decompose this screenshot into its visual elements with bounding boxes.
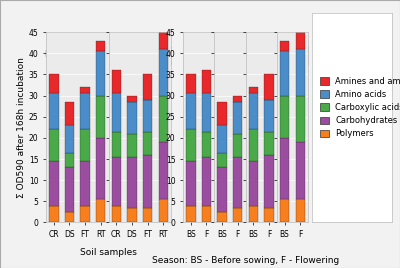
Bar <box>233 134 242 157</box>
Bar <box>186 129 196 161</box>
Text: RT: RT <box>287 50 298 59</box>
Bar <box>127 96 137 102</box>
Bar <box>80 206 90 222</box>
Bar <box>296 142 305 199</box>
Bar <box>96 199 105 222</box>
Bar <box>49 161 58 206</box>
Bar <box>65 125 74 153</box>
Bar <box>217 168 227 212</box>
Bar <box>49 75 58 94</box>
Bar <box>264 208 274 222</box>
Bar <box>96 41 105 51</box>
Text: CR: CR <box>192 50 205 59</box>
Bar <box>202 132 211 157</box>
Bar <box>280 138 289 199</box>
Y-axis label: Σ OD590 after 168h incubation: Σ OD590 after 168h incubation <box>17 57 26 198</box>
Bar <box>233 102 242 134</box>
Bar <box>49 94 58 129</box>
Bar <box>280 41 289 51</box>
Bar <box>143 75 152 100</box>
Bar <box>143 100 152 132</box>
Bar <box>249 87 258 94</box>
Bar <box>249 161 258 206</box>
Bar <box>264 100 274 132</box>
Bar <box>127 102 137 134</box>
Text: Season: BS - Before sowing, F - Flowering: Season: BS - Before sowing, F - Flowerin… <box>152 256 339 265</box>
Bar <box>49 206 58 222</box>
Bar <box>112 206 121 222</box>
Bar <box>233 96 242 102</box>
Bar <box>264 132 274 155</box>
Bar <box>127 208 137 222</box>
Bar <box>217 102 227 125</box>
Bar <box>296 32 305 49</box>
Bar <box>186 206 196 222</box>
Bar <box>80 94 90 129</box>
Bar <box>112 94 121 132</box>
Bar <box>186 75 196 94</box>
Bar <box>296 96 305 142</box>
Bar <box>186 161 196 206</box>
Bar <box>80 129 90 161</box>
Bar <box>249 206 258 222</box>
Text: DS: DS <box>224 50 236 59</box>
Text: Soil samples: Soil samples <box>80 248 137 257</box>
Bar <box>217 125 227 153</box>
Text: Flowering: Flowering <box>118 50 162 59</box>
Bar <box>158 32 168 49</box>
Bar <box>143 208 152 222</box>
Bar <box>280 199 289 222</box>
Bar <box>65 102 74 125</box>
Bar <box>112 132 121 157</box>
Bar <box>65 168 74 212</box>
Bar <box>280 51 289 96</box>
Bar <box>96 51 105 96</box>
Bar <box>80 161 90 206</box>
Bar <box>65 212 74 222</box>
Text: FT: FT <box>256 50 266 59</box>
Bar <box>202 157 211 206</box>
Bar <box>264 155 274 208</box>
Bar <box>280 96 289 138</box>
Bar <box>186 94 196 129</box>
Text: Before sowing: Before sowing <box>45 50 109 59</box>
Bar <box>112 70 121 94</box>
Bar <box>96 96 105 138</box>
Bar <box>158 96 168 142</box>
Bar <box>233 157 242 208</box>
Bar <box>96 138 105 199</box>
Bar <box>296 49 305 96</box>
Bar <box>143 155 152 208</box>
Bar <box>112 157 121 206</box>
Bar <box>296 199 305 222</box>
Bar <box>202 206 211 222</box>
Bar <box>202 94 211 132</box>
Bar <box>202 70 211 94</box>
Bar <box>65 153 74 168</box>
Legend: Amines and amides, Amino acids, Carboxylic acids, Carbohydrates, Polymers: Amines and amides, Amino acids, Carboxyl… <box>318 74 400 141</box>
Bar <box>217 153 227 168</box>
Bar <box>49 129 58 161</box>
Bar <box>249 129 258 161</box>
Bar <box>217 212 227 222</box>
Bar <box>158 142 168 199</box>
Bar <box>127 157 137 208</box>
Bar <box>158 199 168 222</box>
Bar <box>143 132 152 155</box>
Bar <box>127 134 137 157</box>
Bar <box>264 75 274 100</box>
Bar <box>80 87 90 94</box>
Bar <box>158 49 168 96</box>
Bar <box>249 94 258 129</box>
Bar <box>233 208 242 222</box>
